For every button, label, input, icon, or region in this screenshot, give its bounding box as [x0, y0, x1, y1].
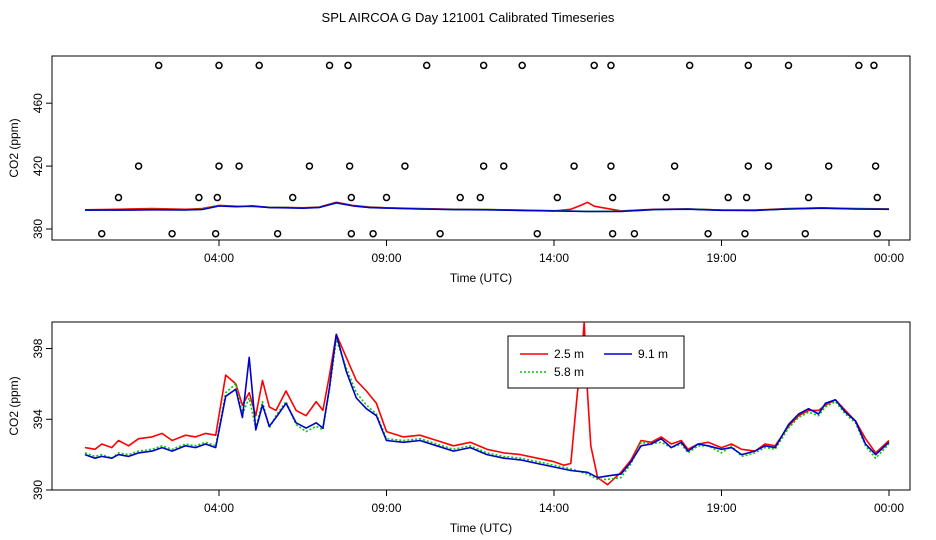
reference-point: [801, 229, 809, 238]
reference-point: [401, 162, 409, 170]
reference-point: [607, 162, 615, 170]
x-tick-label: 04:00: [204, 501, 234, 515]
reference-point: [590, 61, 598, 70]
reference-point: [479, 162, 488, 170]
x-axis-label: Time (UTC): [450, 521, 512, 535]
reference-point: [871, 162, 880, 170]
reference-point: [422, 61, 431, 70]
reference-point: [764, 162, 773, 170]
x-tick-label: 09:00: [371, 501, 401, 515]
panel-bottom-line: 04:00 09:00 14:00 19:00 00:00 Time (UTC) 390 39…: [7, 321, 911, 535]
reference-point: [500, 162, 508, 170]
reference-point: [744, 162, 753, 170]
y-tick-label: 420: [31, 156, 45, 176]
reference-point: [325, 61, 334, 70]
reference-point: [98, 229, 106, 238]
reference-point: [608, 193, 617, 202]
reference-point: [347, 193, 356, 202]
x-tick-label: 14:00: [539, 251, 569, 265]
reference-point: [804, 193, 813, 202]
reference-point: [608, 229, 617, 238]
legend-label: 9.1 m: [638, 347, 668, 361]
legend-label: 5.8 m: [554, 365, 584, 379]
reference-point: [724, 193, 732, 202]
reference-point: [213, 193, 222, 202]
series-line-2-5-m: [84, 322, 890, 486]
reference-point: [704, 229, 712, 238]
reference-point: [855, 61, 863, 70]
reference-point: [662, 193, 670, 202]
reference-point: [744, 61, 753, 70]
reference-point: [784, 61, 793, 70]
reference-point: [607, 61, 615, 70]
plot-frame: [51, 55, 911, 241]
reference-point: [235, 162, 243, 170]
plot-area: [84, 201, 890, 213]
legend-label: 2.5 m: [554, 347, 584, 361]
x-tick-label: 04:00: [204, 251, 234, 265]
y-axis-label: CO2 (ppm): [7, 376, 21, 435]
x-tick-label: 00:00: [874, 251, 904, 265]
reference-point: [114, 193, 123, 202]
reference-point: [195, 193, 203, 202]
x-tick-label: 19:00: [706, 501, 736, 515]
reference-point: [215, 61, 223, 70]
plot-frame: [51, 321, 911, 491]
reference-point: [168, 229, 176, 238]
reference-point: [873, 193, 882, 202]
reference-point: [742, 193, 751, 202]
reference-point: [479, 61, 488, 70]
series-line-9-1-m: [85, 202, 890, 213]
reference-point: [255, 61, 263, 70]
reference-point: [741, 229, 749, 238]
reference-point: [382, 193, 391, 202]
reference-point: [305, 162, 314, 170]
reference-point: [456, 193, 464, 202]
y-axis-label: CO2 (ppm): [7, 118, 21, 177]
reference-point: [211, 229, 220, 238]
reference-point: [870, 61, 878, 70]
x-axis-label: Time (UTC): [450, 271, 512, 285]
reference-point: [134, 162, 143, 170]
reference-point: [154, 61, 163, 70]
reference-point: [347, 229, 356, 238]
reference-point: [476, 193, 485, 202]
reference-point: [518, 61, 526, 70]
reference-point: [369, 229, 377, 238]
reference-point: [533, 229, 541, 238]
legend-box: [507, 335, 685, 389]
y-tick-label: 398: [31, 338, 45, 358]
x-tick-label: 09:00: [371, 251, 401, 265]
reference-point: [685, 61, 694, 70]
plot-area: [84, 322, 890, 486]
reference-point: [345, 162, 354, 170]
reference-point: [436, 229, 444, 238]
reference-point: [873, 229, 882, 238]
panel-top-scatter: 04:00 09:00 14:00 19:00 00:00 Time (UTC) 380 42…: [7, 55, 911, 285]
x-tick-label: 00:00: [874, 501, 904, 515]
series-line-5-8-m: [84, 338, 890, 481]
y-tick-label: 390: [31, 480, 45, 500]
reference-point: [630, 229, 639, 238]
y-tick-label: 460: [31, 93, 45, 113]
y-tick-label: 380: [31, 219, 45, 239]
reference-point: [670, 162, 679, 170]
x-tick-label: 14:00: [539, 501, 569, 515]
figure-title: SPL AIRCOA G Day 121001 Calibrated Times…: [322, 10, 615, 25]
reference-point: [273, 229, 282, 238]
reference-point: [570, 162, 578, 170]
reference-point: [215, 162, 223, 170]
reference-point: [824, 162, 833, 170]
x-tick-label: 19:00: [706, 251, 736, 265]
series-line-9-1-m: [84, 333, 890, 479]
y-tick-label: 394: [31, 409, 45, 429]
reference-point: [553, 193, 562, 202]
reference-point: [344, 61, 352, 70]
reference-point: [288, 193, 297, 202]
